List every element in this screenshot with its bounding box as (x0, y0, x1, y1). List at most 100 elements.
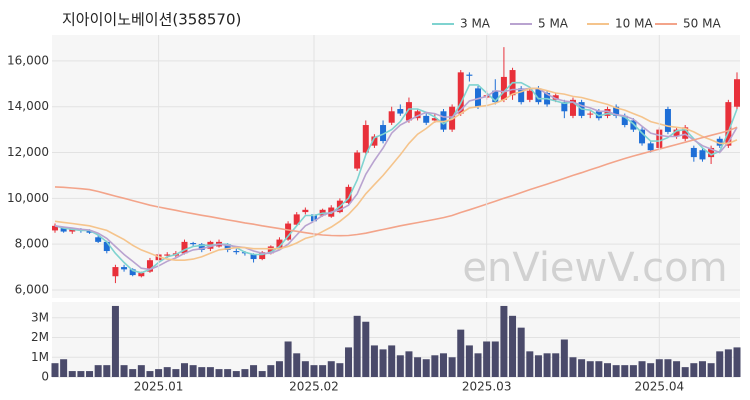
candle-body (250, 254, 257, 260)
volume-bar (336, 363, 344, 377)
volume-bar (690, 363, 698, 377)
y-tick-label: 2M (31, 330, 49, 344)
y-tick-label: 0 (41, 370, 49, 384)
volume-plot-bg (52, 302, 740, 377)
candle-body (52, 225, 58, 231)
candle-body (397, 108, 404, 114)
volume-bar (86, 371, 94, 377)
candle-body (146, 260, 153, 272)
volume-bar (146, 371, 154, 377)
volume-bar (673, 361, 681, 377)
candle-body (267, 246, 274, 254)
candle-body (380, 125, 387, 142)
candle-body (354, 152, 361, 169)
candle-body (164, 254, 171, 256)
volume-bar (422, 359, 430, 377)
candle-body (587, 113, 594, 115)
volume-bar (327, 361, 335, 377)
x-tick-label: 2025.03 (462, 380, 512, 394)
volume-bar (586, 361, 594, 377)
volume-bar (638, 361, 646, 377)
candle-body (708, 147, 715, 158)
candle-body (423, 115, 430, 123)
volume-bar (716, 351, 724, 377)
candle-body (60, 228, 67, 232)
y-tick-label: 6,000 (15, 282, 49, 296)
volume-bar (604, 363, 612, 377)
volume-bar (483, 341, 491, 377)
volume-bar (707, 363, 715, 377)
candle-body (285, 223, 292, 240)
ma-line (54, 87, 738, 271)
volume-bar (405, 351, 413, 377)
volume-bar (655, 359, 663, 377)
candle-body (69, 229, 76, 232)
volume-bar (370, 345, 378, 377)
candle-body (103, 241, 110, 252)
candle-body (181, 241, 188, 254)
volume-bar (543, 353, 551, 377)
volume-bar (198, 367, 206, 377)
candle-body (457, 72, 464, 114)
y-tick-label: 3M (31, 310, 49, 324)
volume-bar (431, 355, 439, 377)
volume-bar (129, 369, 137, 377)
watermark: enViewV.com (462, 245, 727, 291)
y-tick-label: 14,000 (7, 99, 49, 113)
volume-bar (414, 357, 422, 377)
volume-bar (474, 353, 482, 377)
x-tick-label: 2025.01 (134, 380, 184, 394)
candle-body (500, 76, 507, 100)
candle-body (138, 272, 145, 277)
volume-bar (103, 365, 111, 377)
volume-bar (517, 327, 525, 377)
volume-bar (319, 365, 327, 377)
candle-body (492, 90, 499, 103)
volume-bar (439, 353, 447, 377)
volume-bar (664, 359, 672, 377)
candle-body (647, 143, 654, 151)
candle-body (371, 136, 378, 146)
candle-body (414, 111, 421, 119)
candle-body (259, 252, 266, 260)
volume-bar (77, 371, 85, 377)
volume-bar (552, 353, 560, 377)
volume-bar (155, 369, 163, 377)
candle-body (302, 209, 309, 213)
volume-bar (526, 351, 534, 377)
candle-body (233, 251, 240, 253)
volume-bar (569, 357, 577, 377)
ma-line (54, 126, 738, 237)
candle-body (190, 243, 197, 245)
volume-bar (250, 365, 258, 377)
volume-bar (465, 345, 473, 377)
candle-body (639, 129, 646, 144)
candle-body (699, 150, 706, 160)
candle-body (734, 79, 740, 107)
candle-body (673, 129, 680, 137)
candle-body (198, 244, 205, 250)
volume-bar (68, 371, 76, 377)
y-tick-label: 1M (31, 350, 49, 364)
volume-bar (120, 365, 128, 377)
candle-body (552, 95, 559, 100)
volume-bar (60, 359, 68, 377)
volume-bar (388, 345, 396, 377)
volume-bar (595, 361, 603, 377)
volume-bar (457, 329, 465, 377)
ma-line (54, 81, 738, 274)
legend-label: 3 MA (460, 17, 491, 31)
volume-bar (163, 367, 171, 377)
volume-bar (681, 367, 689, 377)
volume-bar (733, 347, 741, 377)
volume-bar (612, 365, 620, 377)
volume-bar (353, 315, 361, 377)
volume-bar (137, 365, 145, 377)
volume-bar (51, 363, 59, 377)
y-tick-label: 12,000 (7, 145, 49, 159)
volume-bar (362, 321, 370, 377)
candle-body (595, 111, 602, 119)
volume-bar (396, 355, 404, 377)
volume-bar (629, 365, 637, 377)
